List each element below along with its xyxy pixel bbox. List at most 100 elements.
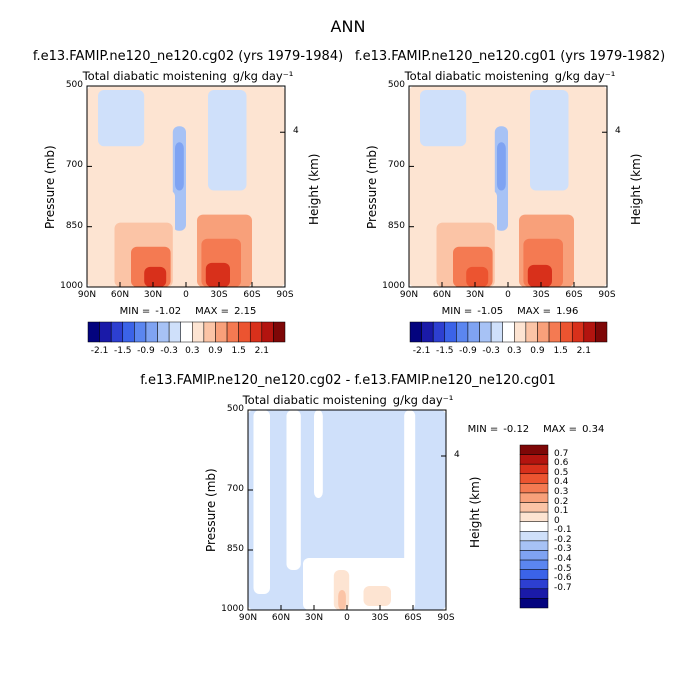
colorbar-label: -2.1 (412, 346, 431, 356)
colorbar-swatch (467, 321, 480, 343)
x-tick-label: 60N (110, 290, 130, 300)
panel-case-title: f.e13.FAMIP.ne120_ne120.cg01 (yrs 1979-1… (354, 49, 666, 64)
variable-name: Total diabatic moistening (242, 393, 387, 407)
colorbar-swatch (519, 463, 549, 475)
panel-variable-title: Total diabatic moistening g/kg day⁻¹ (243, 393, 454, 407)
y-tick-label: 500 (65, 80, 83, 90)
colorbar-swatch (87, 321, 100, 343)
colorbar-label: 0.1 (554, 506, 569, 517)
colorbar-label: 0.7 (554, 448, 569, 459)
y-tick-label: 1000 (382, 281, 405, 291)
colorbar-swatch (519, 521, 549, 532)
colorbar-label: 0.9 (208, 346, 223, 356)
colorbar-label: 0.5 (554, 467, 569, 478)
y2-axis-label: Height (km) (468, 476, 482, 548)
y-tick-label: 700 (65, 160, 83, 171)
contour-zone-12 (205, 262, 230, 287)
contour-zone-4 (175, 142, 184, 191)
x-tick-label: 30S (210, 290, 228, 300)
colorbar-swatch (514, 321, 527, 343)
colorbar-swatch (519, 511, 549, 522)
colorbar-swatch (519, 483, 549, 494)
x-tick-label: 90N (238, 613, 258, 623)
x-tick-label: 60S (565, 290, 583, 300)
colorbar-swatch (525, 321, 538, 343)
x-tick-label: 60N (271, 613, 291, 623)
colorbar-swatch (157, 321, 170, 343)
panel-variable-title: Total diabatic moistening g/kg day⁻¹ (83, 69, 294, 83)
colorbar-label: -1.5 (113, 346, 132, 356)
y-tick-label: 850 (226, 544, 244, 554)
colorbar-swatch (519, 540, 549, 551)
contour-zone-1 (98, 90, 145, 147)
colorbar-swatch (571, 321, 585, 343)
colorbar-label: -0.1 (554, 525, 572, 536)
colorbar-swatch (122, 321, 135, 343)
colorbar-swatch (444, 321, 457, 343)
colorbar-swatch (595, 321, 608, 343)
colorbar-swatch (180, 321, 193, 343)
contour-zone-12 (527, 264, 552, 287)
colorbar-swatch (238, 321, 251, 343)
contour-zone-3 (314, 410, 323, 498)
contour-zone-5 (303, 558, 413, 610)
colorbar-swatch (519, 550, 549, 561)
contour-zone-1 (253, 410, 270, 594)
heatmap-plot (408, 85, 608, 288)
colorbar-label: 0.3 (185, 346, 200, 356)
colorbar-label: 1.5 (553, 346, 568, 356)
y2-tick-label: 4 (293, 126, 299, 137)
colorbar-swatch (519, 454, 549, 465)
y-tick-label: 850 (387, 220, 405, 231)
variable-units: g/kg day⁻¹ (232, 69, 294, 83)
contour-zone-4 (497, 142, 506, 191)
y-tick-label: 1000 (60, 281, 83, 291)
y-tick-label: 850 (65, 220, 83, 231)
max-label: MAX = (195, 306, 230, 317)
variable-name: Total diabatic moistening (404, 69, 549, 83)
colorbar-swatch (99, 321, 112, 343)
colorbar-swatch (226, 321, 239, 343)
colorbar-swatch (249, 321, 263, 343)
colorbar-swatch (519, 473, 549, 484)
colorbar-swatch (519, 559, 549, 570)
panel-stats: MIN = -1.02 MAX = 2.15 (120, 306, 257, 317)
contour-zone-2 (208, 90, 247, 191)
colorbar-swatch (490, 321, 503, 343)
x-tick-label: 0 (344, 613, 350, 623)
variable-name: Total diabatic moistening (82, 69, 227, 83)
colorbar-swatch (519, 492, 549, 503)
colorbar-label: 0.4 (554, 477, 569, 488)
colorbar-label: 0.3 (507, 346, 522, 356)
colorbar-swatch (409, 321, 422, 343)
x-tick-label: 0 (183, 290, 189, 300)
colorbar-label: -0.3 (482, 346, 500, 356)
variable-units: g/kg day⁻¹ (554, 69, 616, 83)
x-tick-label: 30N (465, 290, 485, 300)
contour-zone-11 (466, 266, 489, 287)
x-tick-label: 90S (276, 290, 294, 300)
y-axis-label: Pressure (mb) (43, 144, 57, 229)
colorbar-label: 0.6 (554, 458, 569, 469)
colorbar-swatch (145, 321, 158, 343)
max-value: 1.96 (556, 306, 579, 317)
colorbar-swatch (519, 588, 549, 599)
contour-zone-2 (286, 410, 301, 570)
contour-zone-11 (144, 266, 167, 287)
min-value: -0.12 (503, 424, 530, 435)
panel-case-title: f.e13.FAMIP.ne120_ne120.cg02 (yrs 1979-1… (32, 49, 344, 64)
min-value: -1.05 (477, 306, 504, 317)
colorbar-swatch (519, 598, 549, 609)
colorbar-swatch (537, 321, 550, 343)
heatmap-plot (86, 85, 286, 288)
x-tick-label: 90N (77, 290, 97, 300)
x-tick-label: 60S (404, 613, 422, 623)
figure-title: ANN (330, 17, 366, 36)
colorbar-swatch (519, 569, 549, 580)
colorbar-label: 0.3 (554, 486, 569, 497)
colorbar-swatch (215, 321, 228, 343)
colorbar-swatch (273, 321, 286, 343)
colorbar-swatch (519, 531, 549, 542)
colorbar-swatch (192, 321, 205, 343)
